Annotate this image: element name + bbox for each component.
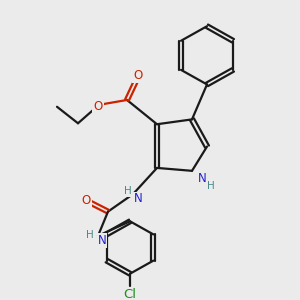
Text: N: N xyxy=(134,193,142,206)
Text: H: H xyxy=(124,186,132,196)
Text: Cl: Cl xyxy=(124,288,136,300)
Text: H: H xyxy=(86,230,94,240)
Text: H: H xyxy=(207,182,215,191)
Text: O: O xyxy=(134,69,142,82)
Text: N: N xyxy=(198,172,206,185)
Text: N: N xyxy=(98,234,106,247)
Text: O: O xyxy=(81,194,91,207)
Text: O: O xyxy=(93,100,103,113)
